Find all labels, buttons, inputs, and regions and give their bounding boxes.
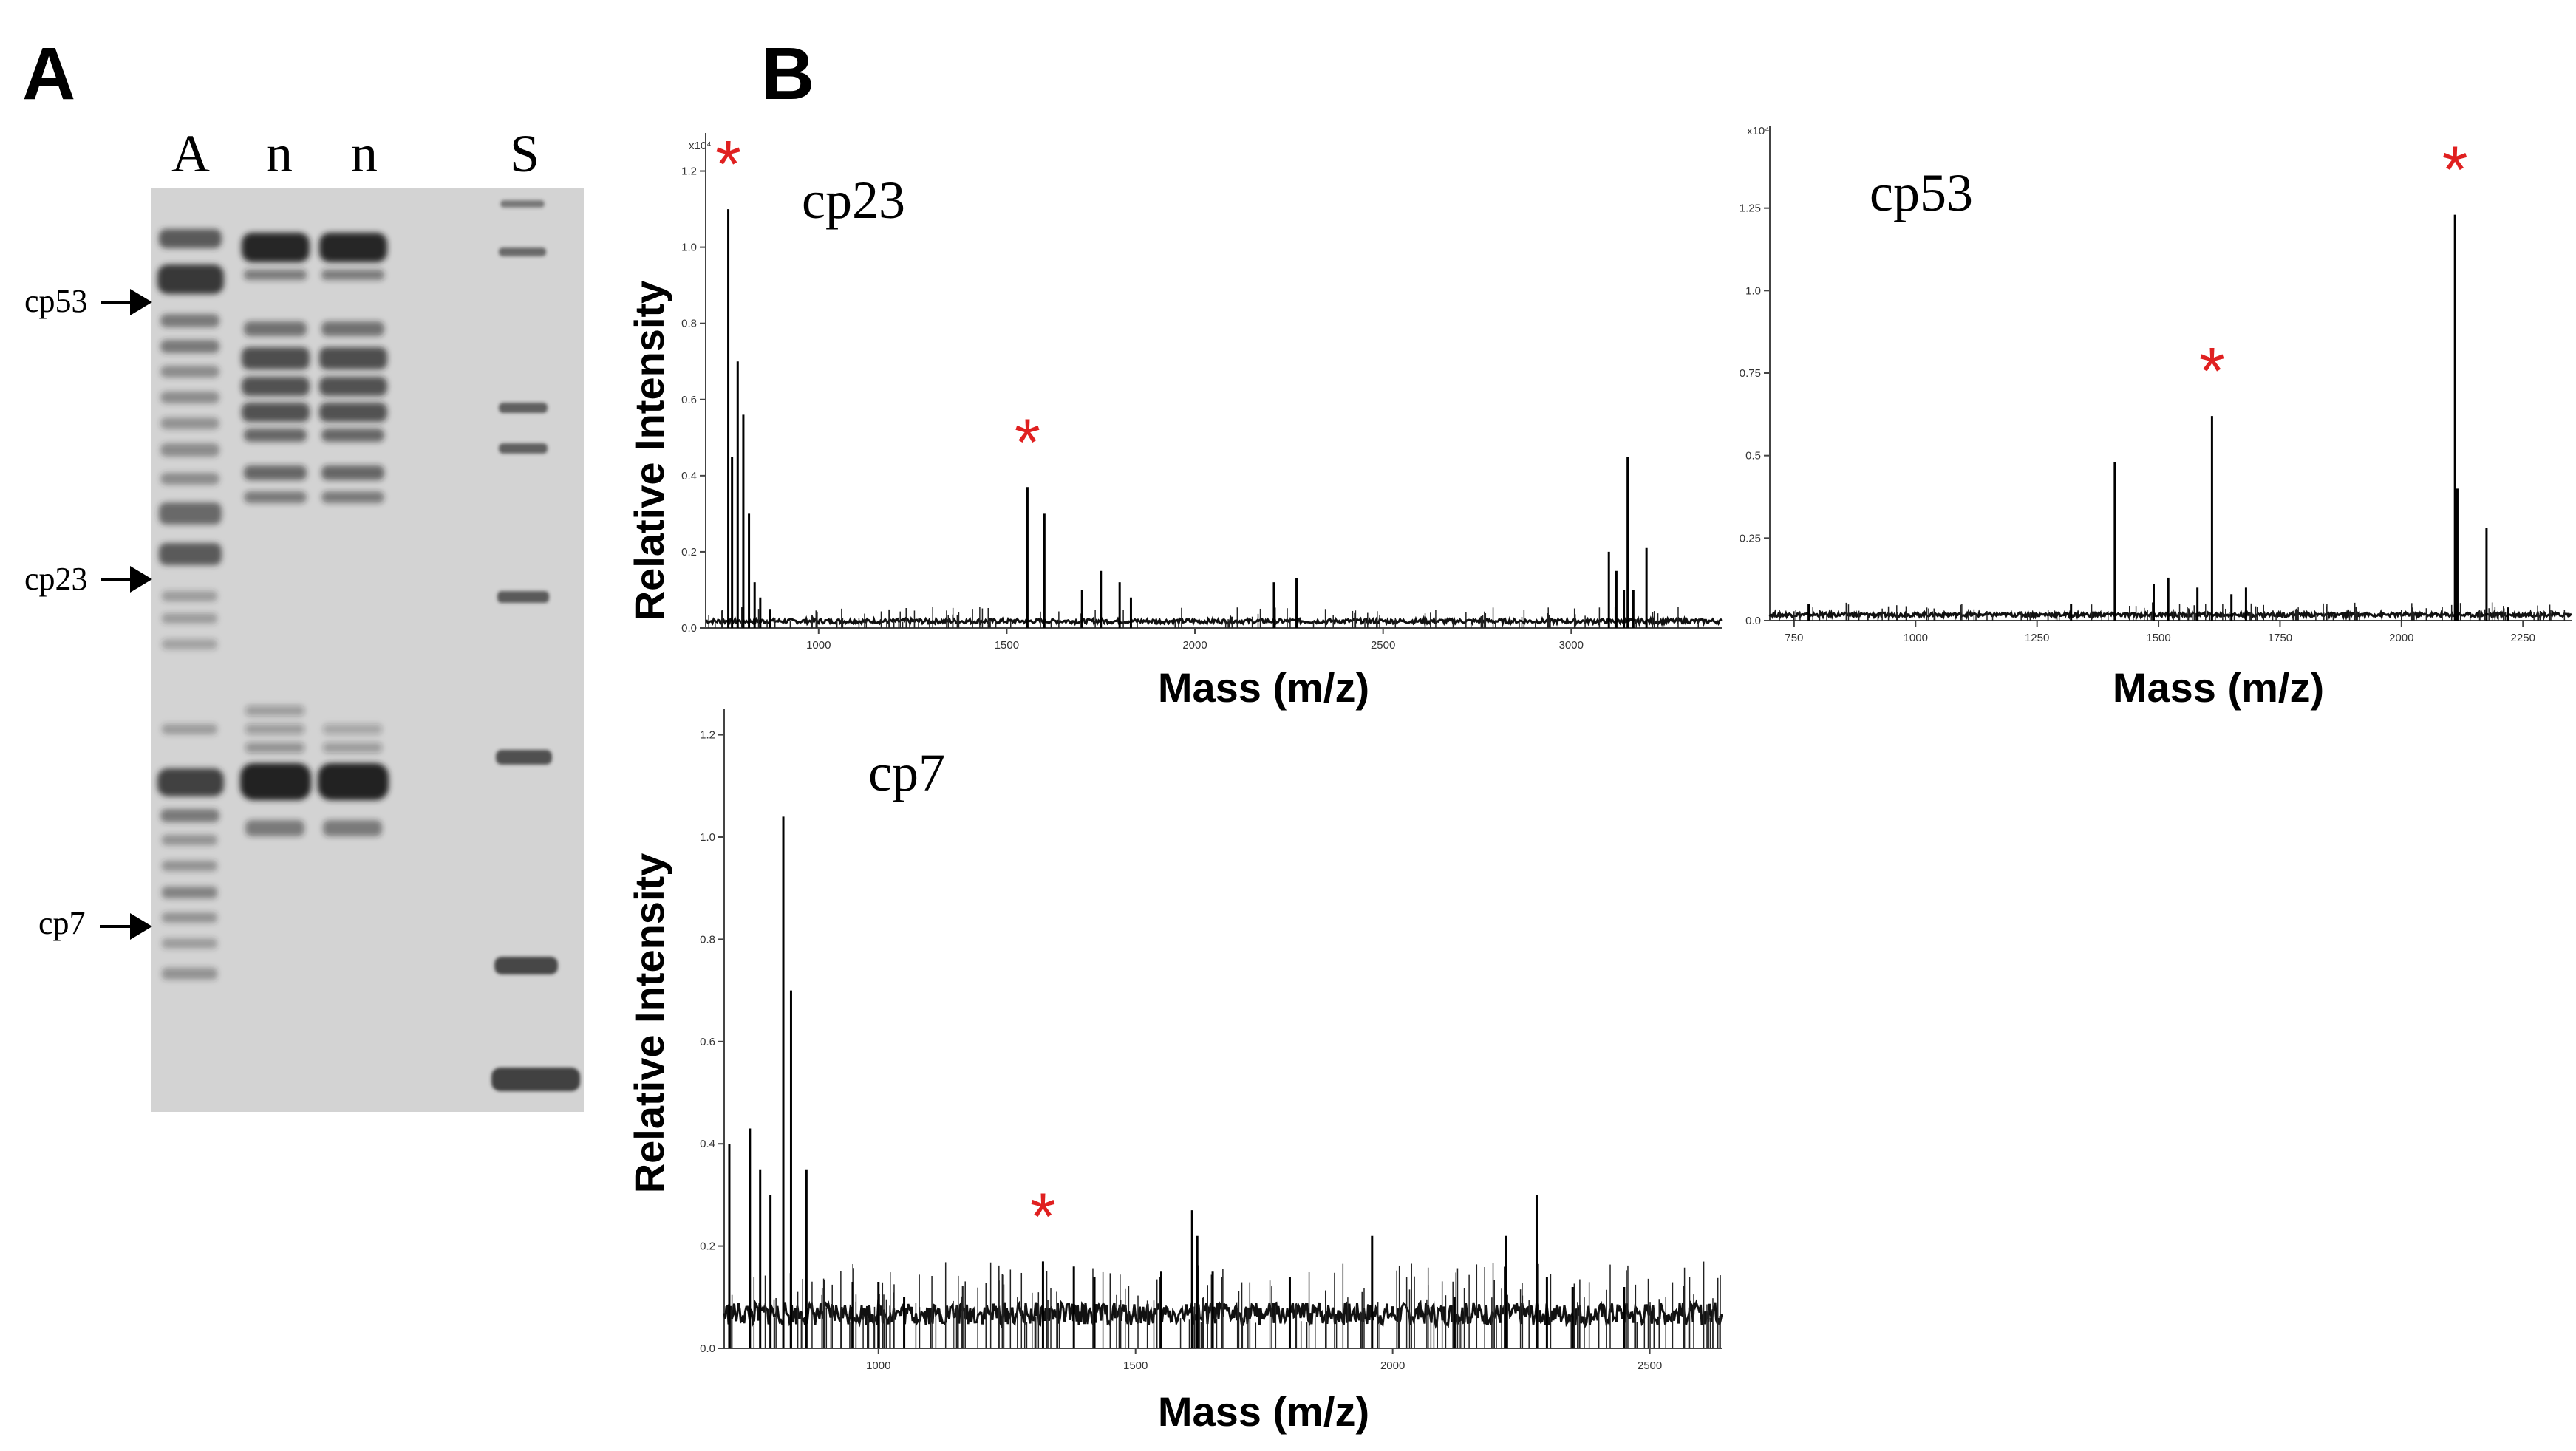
- y-tick-label: 1.0: [681, 242, 697, 254]
- y-tick-label: 1.2: [681, 165, 697, 178]
- x-tick-label: 1000: [1904, 632, 1928, 644]
- x-axis-label: Mass (m/z): [1158, 664, 1369, 711]
- y-tick-label: 0.6: [681, 394, 697, 406]
- spectrum-cp53: Mass (m/z) cp53 x10⁴ 0.0 0.25 0.5 0.75 1.0 1.…: [1740, 125, 2572, 711]
- panel-a-label: A: [22, 33, 76, 115]
- y-tick-label: 0.2: [700, 1240, 715, 1253]
- y-tick-label: 0.75: [1740, 367, 1761, 380]
- y-tick-label: 0.6: [700, 1036, 715, 1048]
- peak-asterisk: *: [1030, 1180, 1056, 1254]
- y-tick-label: 0.25: [1740, 532, 1761, 544]
- y-tick-label: 0.0: [700, 1342, 715, 1355]
- band-label-cp7: cp7: [38, 905, 86, 941]
- x-tick-label: 2000: [1182, 639, 1207, 652]
- band-arrow-cp23: [101, 566, 152, 593]
- x-tick-label: 1250: [2025, 632, 2049, 644]
- x-tick-label: 1000: [806, 639, 831, 652]
- lane-label-S: S: [509, 124, 540, 183]
- band-label-cp53: cp53: [24, 283, 88, 319]
- spectrum-cp7: Relative Intensity Mass (m/z) cp7 0.0 0.2…: [626, 709, 1723, 1435]
- x-tick-label: 1750: [2268, 632, 2292, 644]
- x-tick-label: 1000: [866, 1359, 890, 1372]
- baseline-noise: [1768, 608, 2572, 621]
- band-arrow-cp7: [100, 913, 152, 940]
- y-tick-label: 0.4: [700, 1138, 715, 1150]
- y-tick-label: 1.2: [700, 729, 715, 742]
- lane-label-n2: n: [351, 124, 378, 183]
- x-tick-label: 1500: [2146, 632, 2170, 644]
- peak-asterisk: *: [2199, 335, 2225, 409]
- y-tick-label: 0.8: [700, 933, 715, 946]
- x-tick-label: 2000: [2389, 632, 2413, 644]
- y-tick-label: 0.0: [681, 622, 697, 635]
- x-tick-label: 750: [1785, 632, 1803, 644]
- y-tick-label: 0.2: [681, 546, 697, 559]
- spectrum-title: cp7: [868, 743, 945, 802]
- lane-label-n1: n: [266, 124, 293, 183]
- x-axis-label: Mass (m/z): [2113, 664, 2324, 711]
- x-tick-label: 2000: [1380, 1359, 1405, 1372]
- baseline-noise: [705, 615, 1723, 627]
- y-tick-label: 0.5: [1745, 450, 1761, 462]
- y-tick-label: 1.25: [1740, 202, 1761, 215]
- y-axis-label: Relative Intensity: [626, 853, 672, 1194]
- band-arrow-cp53: [101, 289, 152, 315]
- y-axis-label: Relative Intensity: [626, 281, 672, 621]
- spectrum-title: cp23: [802, 171, 905, 230]
- gel-image: [151, 188, 584, 1112]
- x-tick-label: 2250: [2511, 632, 2535, 644]
- x-tick-label: 2500: [1371, 639, 1395, 652]
- y-tick-label: 0.4: [681, 470, 697, 482]
- peak-asterisk: *: [715, 128, 741, 202]
- y-tick-label: 1.0: [1745, 284, 1761, 297]
- y-tick-label: 1.0: [700, 831, 715, 844]
- band-label-cp23: cp23: [24, 561, 88, 597]
- y-multiplier: x10⁴: [1747, 125, 1770, 137]
- x-tick-label: 1500: [995, 639, 1019, 652]
- peak-asterisk: *: [2442, 134, 2468, 208]
- lane-label-A: A: [171, 124, 210, 183]
- spectrum-title: cp53: [1870, 163, 1973, 222]
- y-multiplier: x10⁴: [689, 140, 712, 152]
- x-tick-label: 3000: [1559, 639, 1584, 652]
- x-axis-label: Mass (m/z): [1158, 1388, 1369, 1435]
- y-tick-label: 0.0: [1745, 615, 1761, 627]
- panel-b-label: B: [761, 33, 815, 115]
- y-tick-label: 0.8: [681, 318, 697, 330]
- x-tick-label: 1500: [1123, 1359, 1148, 1372]
- peak-asterisk: *: [1015, 406, 1040, 479]
- x-tick-label: 2500: [1638, 1359, 1662, 1372]
- spectrum-cp23: Relative Intensity Mass (m/z) cp23 x10⁴ …: [626, 128, 1723, 711]
